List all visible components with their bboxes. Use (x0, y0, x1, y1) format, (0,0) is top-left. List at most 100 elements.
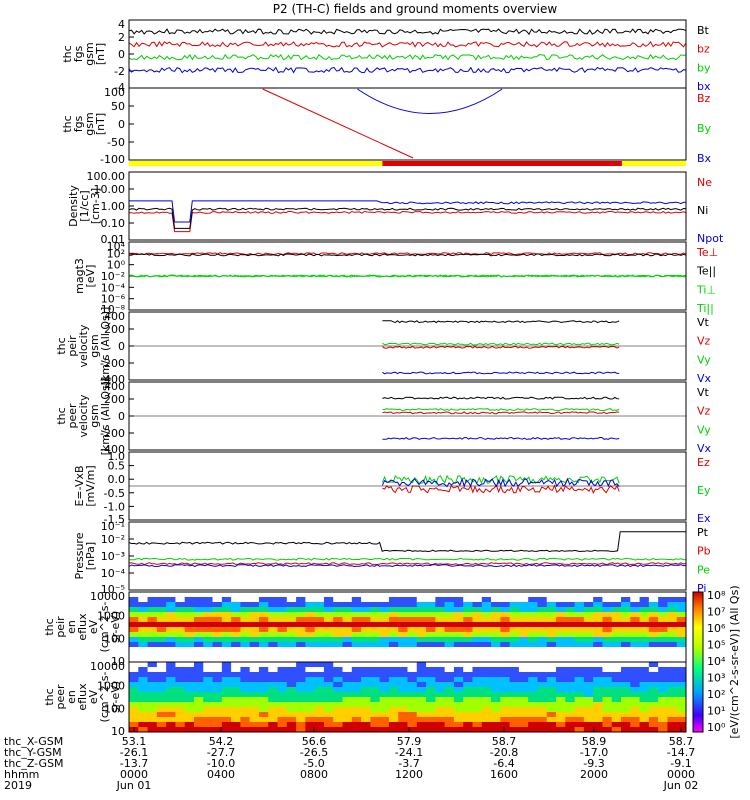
heatmap-cell (212, 597, 223, 603)
heatmap-cell (472, 667, 483, 673)
heatmap-cell (667, 647, 678, 653)
heatmap-cell (491, 657, 501, 663)
heatmap-cell (574, 697, 585, 703)
heatmap-cell (286, 602, 297, 608)
heatmap-cell (453, 617, 464, 623)
ytick-label: 4 (118, 18, 125, 31)
heatmap-cell (203, 672, 214, 678)
heatmap-cell (621, 672, 631, 678)
heatmap-cell (203, 622, 214, 628)
heatmap-cell (147, 712, 158, 718)
heatmap-cell (407, 712, 418, 718)
heatmap-cell (491, 617, 501, 623)
series-Vy (382, 408, 620, 412)
heatmap-cell (333, 652, 344, 658)
heatmap-cell (314, 592, 325, 598)
heatmap-cell (193, 617, 204, 623)
heatmap-cell (630, 682, 641, 688)
heatmap-cell (639, 642, 650, 648)
heatmap-cell (277, 687, 288, 693)
heatmap-cell (258, 627, 269, 633)
heatmap-cell (388, 672, 399, 678)
colorbar-tick: 10⁵ (707, 639, 725, 652)
heatmap-cell (388, 657, 399, 663)
heatmap-cell (212, 637, 223, 643)
heatmap-cell (453, 602, 464, 608)
heatmap-cell (323, 702, 334, 708)
heatmap-cell (370, 642, 381, 648)
heatmap-cell (249, 627, 260, 633)
heatmap-cell (500, 667, 511, 673)
heatmap-cell (621, 657, 631, 663)
heatmap-cell (175, 657, 186, 663)
legend-Ne: Ne (697, 176, 712, 189)
heatmap-cell (574, 722, 585, 728)
heatmap-cell (481, 687, 492, 693)
heatmap-cell (296, 612, 306, 618)
heatmap-cell (314, 687, 325, 693)
heatmap-cell (593, 612, 603, 618)
heatmap-cell (565, 632, 576, 638)
heatmap-cell (370, 592, 381, 598)
heatmap-cell (305, 602, 316, 608)
heatmap-cell (667, 657, 678, 663)
heatmap-cell (351, 697, 362, 703)
heatmap-cell (277, 602, 288, 608)
heatmap-cell (556, 657, 566, 663)
heatmap-cell (388, 667, 399, 673)
heatmap-cell (147, 647, 158, 653)
heatmap-cell (481, 667, 492, 673)
heatmap-cell (156, 662, 167, 668)
heatmap-cell (546, 697, 557, 703)
heatmap-cell (509, 632, 520, 638)
heatmap-cell (184, 662, 195, 668)
heatmap-cell (546, 712, 557, 718)
heatmap-cell (630, 657, 641, 663)
heatmap-cell (305, 657, 316, 663)
heatmap-cell (481, 657, 492, 663)
heatmap-cell (221, 712, 232, 718)
heatmap-cell (509, 612, 520, 618)
heatmap-cell (156, 697, 167, 703)
heatmap-cell (249, 642, 260, 648)
legend-Ex: Ex (697, 512, 711, 525)
heatmap-cell (129, 657, 139, 663)
heatmap-cell (379, 667, 390, 673)
heatmap-cell (444, 707, 455, 713)
heatmap-cell (426, 707, 436, 713)
heatmap-cell (323, 657, 334, 663)
heatmap-cell (453, 712, 464, 718)
heatmap-cell (491, 592, 501, 598)
heatmap-cell (472, 617, 483, 623)
heatmap-cell (286, 697, 297, 703)
heatmap-cell (314, 677, 325, 683)
heatmap-cell (231, 707, 241, 713)
heatmap-cell (314, 612, 325, 618)
heatmap-cell (166, 707, 176, 713)
heatmap-cell (648, 652, 659, 658)
xaxis-value: 54.2 (209, 735, 234, 748)
heatmap-cell (361, 607, 371, 613)
heatmap-cell (268, 672, 279, 678)
heatmap-cell (333, 682, 344, 688)
heatmap-cell (286, 717, 297, 723)
ytick-label: -50 (107, 136, 125, 149)
heatmap-cell (351, 602, 362, 608)
heatmap-cell (268, 612, 279, 618)
heatmap-cell (277, 612, 288, 618)
heatmap-cell (528, 642, 538, 648)
heatmap-cell (546, 592, 557, 598)
legend-Bx: Bx (697, 152, 712, 165)
heatmap-cell (676, 672, 687, 678)
heatmap-cell (444, 607, 455, 613)
series-Bt (128, 28, 687, 36)
heatmap-cell (212, 622, 223, 628)
heatmap-cell (351, 722, 362, 728)
heatmap-cell (537, 677, 548, 683)
heatmap-cell (203, 607, 214, 613)
heatmap-cell (518, 612, 529, 618)
heatmap-cell (658, 682, 668, 688)
heatmap-cell (509, 687, 520, 693)
colorbar-tick: 10⁷ (707, 606, 725, 619)
